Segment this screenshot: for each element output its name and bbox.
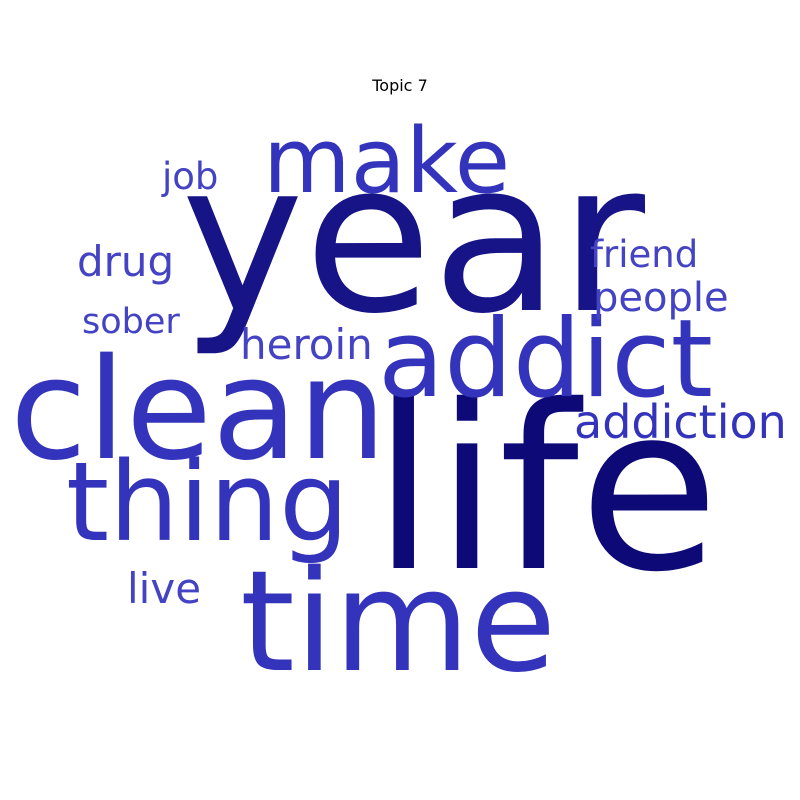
word-people: people (593, 275, 729, 321)
word-addiction: addiction (574, 395, 787, 449)
word-drug: drug (77, 237, 174, 286)
word-live: live (127, 564, 201, 613)
word-heroin: heroin (240, 320, 373, 369)
word-year: year (181, 118, 646, 360)
word-friend: friend (590, 233, 698, 276)
word-clean: clean (10, 329, 387, 492)
word-sober: sober (82, 302, 180, 342)
word-make: make (263, 109, 510, 214)
word-job: job (161, 155, 218, 198)
word-thing: thing (66, 438, 349, 566)
word-life: life (372, 356, 719, 622)
word-time: time (240, 541, 556, 704)
word-addict: addict (378, 297, 713, 422)
figure-title: Topic 7 (372, 76, 428, 95)
